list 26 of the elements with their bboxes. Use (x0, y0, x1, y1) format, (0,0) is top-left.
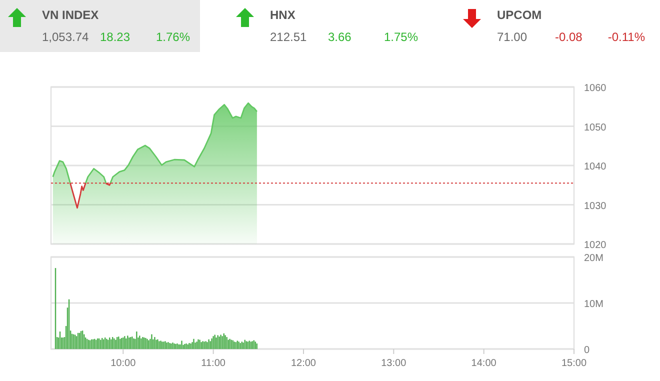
y-tick-label: 1060 (584, 83, 607, 94)
y-tick-label: 1050 (584, 122, 607, 134)
text: 71.00 (497, 30, 528, 44)
y-tick-label: 1020 (584, 240, 607, 251)
x-tick-label: 12:00 (290, 358, 316, 369)
x-tick-label: 13:00 (381, 358, 407, 369)
text: 1,053.74 (42, 30, 90, 44)
text: 1.76% (156, 30, 190, 44)
text: -0.08 (555, 30, 583, 44)
y-tick-label: 20M (584, 253, 604, 264)
y-tick-label: 1030 (584, 200, 607, 212)
text: 212.51 (270, 30, 308, 44)
x-tick-label: 11:00 (201, 358, 226, 369)
x-tick-label: 14:00 (471, 358, 497, 369)
text: 1.75% (384, 30, 418, 44)
y-tick-label: 0 (584, 345, 590, 356)
y-tick-label: 1040 (584, 162, 607, 172)
text: HNX (270, 8, 296, 22)
x-tick-label: 10:00 (110, 358, 136, 369)
text: -0.11% (608, 30, 646, 44)
x-tick-label: 15:00 (561, 358, 587, 369)
text: UPCOM (497, 8, 542, 22)
text: 3.66 (328, 30, 352, 44)
y-tick-label: 10M (584, 299, 604, 310)
text: 18.23 (100, 30, 130, 44)
text: VN INDEX (42, 8, 99, 22)
